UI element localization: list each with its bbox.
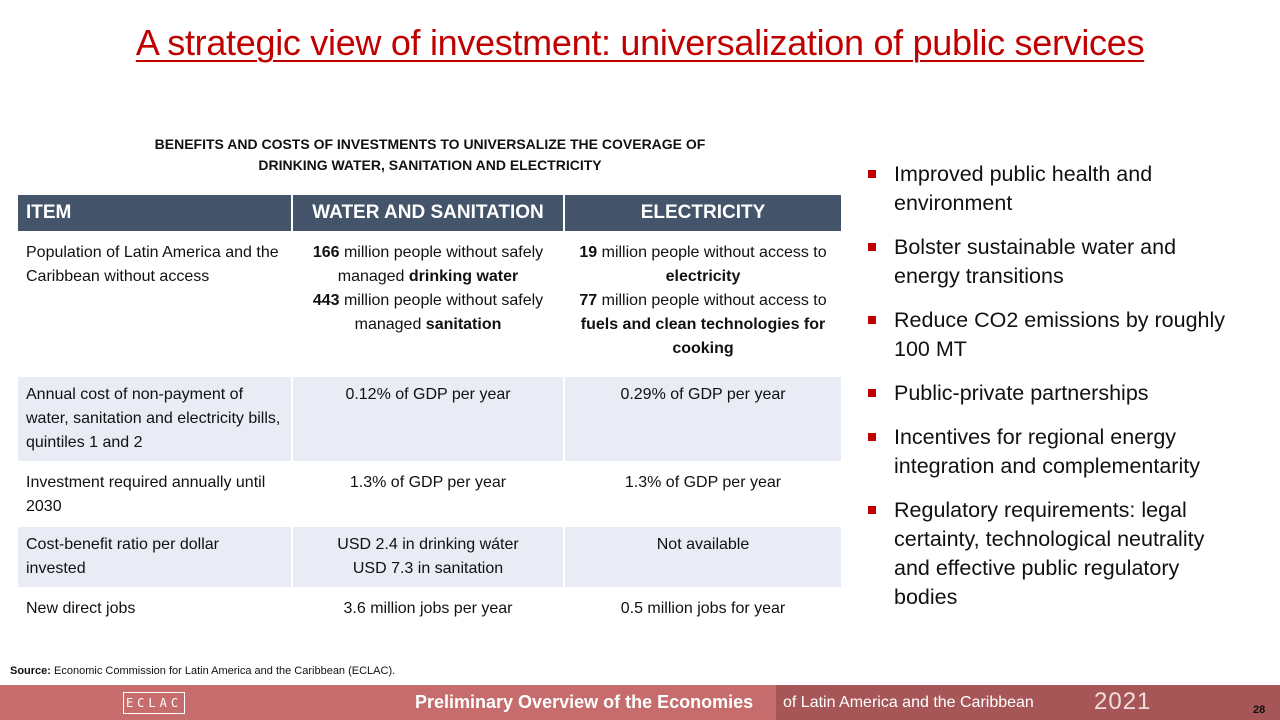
table-row: Annual cost of non-payment of water, san… xyxy=(18,376,841,462)
square-bullet-icon xyxy=(868,389,876,397)
table-header-row: ITEM WATER AND SANITATION ELECTRICITY xyxy=(18,195,841,232)
water-cell: 3.6 million jobs per year xyxy=(292,588,565,634)
water-cell: 166 million people without safely manage… xyxy=(292,232,565,376)
water-cost-benefit-line2: USD 7.3 in sanitation xyxy=(352,560,504,577)
slide-title: A strategic view of investment: universa… xyxy=(135,22,1145,63)
bullet-item: Improved public health and environment xyxy=(866,160,1246,218)
row-item-cell: Cost-benefit ratio per dollar invested xyxy=(18,526,293,588)
footer-publication-title: Preliminary Overview of the Economies xyxy=(415,692,754,712)
table-heading-line1: BENEFITS AND COSTS OF INVESTMENTS TO UNI… xyxy=(154,136,706,152)
square-bullet-icon xyxy=(868,243,876,251)
water-cell: USD 2.4 in drinking wáter USD 7.3 in san… xyxy=(292,526,565,588)
water-drinking-line: 166 million people without safely manage… xyxy=(312,244,544,285)
square-bullet-icon xyxy=(868,506,876,514)
square-bullet-icon xyxy=(868,433,876,441)
row-item-cell: Annual cost of non-payment of water, san… xyxy=(18,376,293,462)
bullet-item: Bolster sustainable water and energy tra… xyxy=(866,233,1246,291)
bullet-item: Regulatory requirements: legal certainty… xyxy=(866,496,1246,612)
page-number: 28 xyxy=(1253,704,1266,716)
electricity-cell: 19 million people without access to elec… xyxy=(564,232,841,376)
column-header-electricity: ELECTRICITY xyxy=(564,195,841,232)
column-header-item: ITEM xyxy=(18,195,293,232)
electricity-cell: 0.29% of GDP per year xyxy=(564,376,841,462)
square-bullet-icon xyxy=(868,170,876,178)
benefits-costs-table: ITEM WATER AND SANITATION ELECTRICITY Po… xyxy=(18,195,841,635)
cooking-fuels-line: 77 million people without access to fuel… xyxy=(579,292,827,357)
footer-publication-subtitle: of Latin America and the Caribbean xyxy=(783,694,1034,711)
row-item-cell: New direct jobs xyxy=(18,588,293,634)
bullet-item: Reduce CO2 emissions by roughly 100 MT xyxy=(866,306,1246,364)
column-header-water: WATER AND SANITATION xyxy=(292,195,565,232)
square-bullet-icon xyxy=(868,316,876,324)
water-sanitation-line: 443 million people without safely manage… xyxy=(312,292,544,333)
electricity-access-line: 19 million people without access to elec… xyxy=(579,244,827,285)
footer-year: 2021 xyxy=(1094,688,1152,715)
electricity-cell: 1.3% of GDP per year xyxy=(624,474,782,491)
table-row: Population of Latin America and the Cari… xyxy=(18,232,841,376)
bullet-item: Incentives for regional energy integrati… xyxy=(866,423,1246,481)
water-cost-benefit-line1: USD 2.4 in drinking wáter xyxy=(337,536,519,553)
electricity-cell: Not available xyxy=(564,526,841,588)
row-item-cell: Population of Latin America and the Cari… xyxy=(18,232,293,376)
footer-right-block xyxy=(776,685,1280,720)
table-row: Cost-benefit ratio per dollar invested U… xyxy=(18,526,841,588)
footer-bar xyxy=(0,685,1280,720)
water-cell: 1.3% of GDP per year xyxy=(292,462,565,526)
water-cell: 0.12% of GDP per year xyxy=(292,376,565,462)
table-heading-line2: DRINKING WATER, SANITATION AND ELECTRICI… xyxy=(258,157,602,173)
eclac-logo: ECLAC xyxy=(123,692,185,714)
bullet-item: Public-private partnerships xyxy=(866,379,1246,408)
table-heading: BENEFITS AND COSTS OF INVESTMENTS TO UNI… xyxy=(40,134,820,176)
row-item-cell: Investment required annually until 2030 xyxy=(18,462,293,526)
benefits-bullet-list: Improved public health and environment B… xyxy=(866,160,1246,627)
source-note: Source: Economic Commission for Latin Am… xyxy=(10,665,396,677)
table-row: New direct jobs 3.6 million jobs per yea… xyxy=(18,588,841,634)
table-row: Investment required annually until 2030 … xyxy=(18,462,841,526)
electricity-cell: 0.5 million jobs for year xyxy=(620,600,786,617)
